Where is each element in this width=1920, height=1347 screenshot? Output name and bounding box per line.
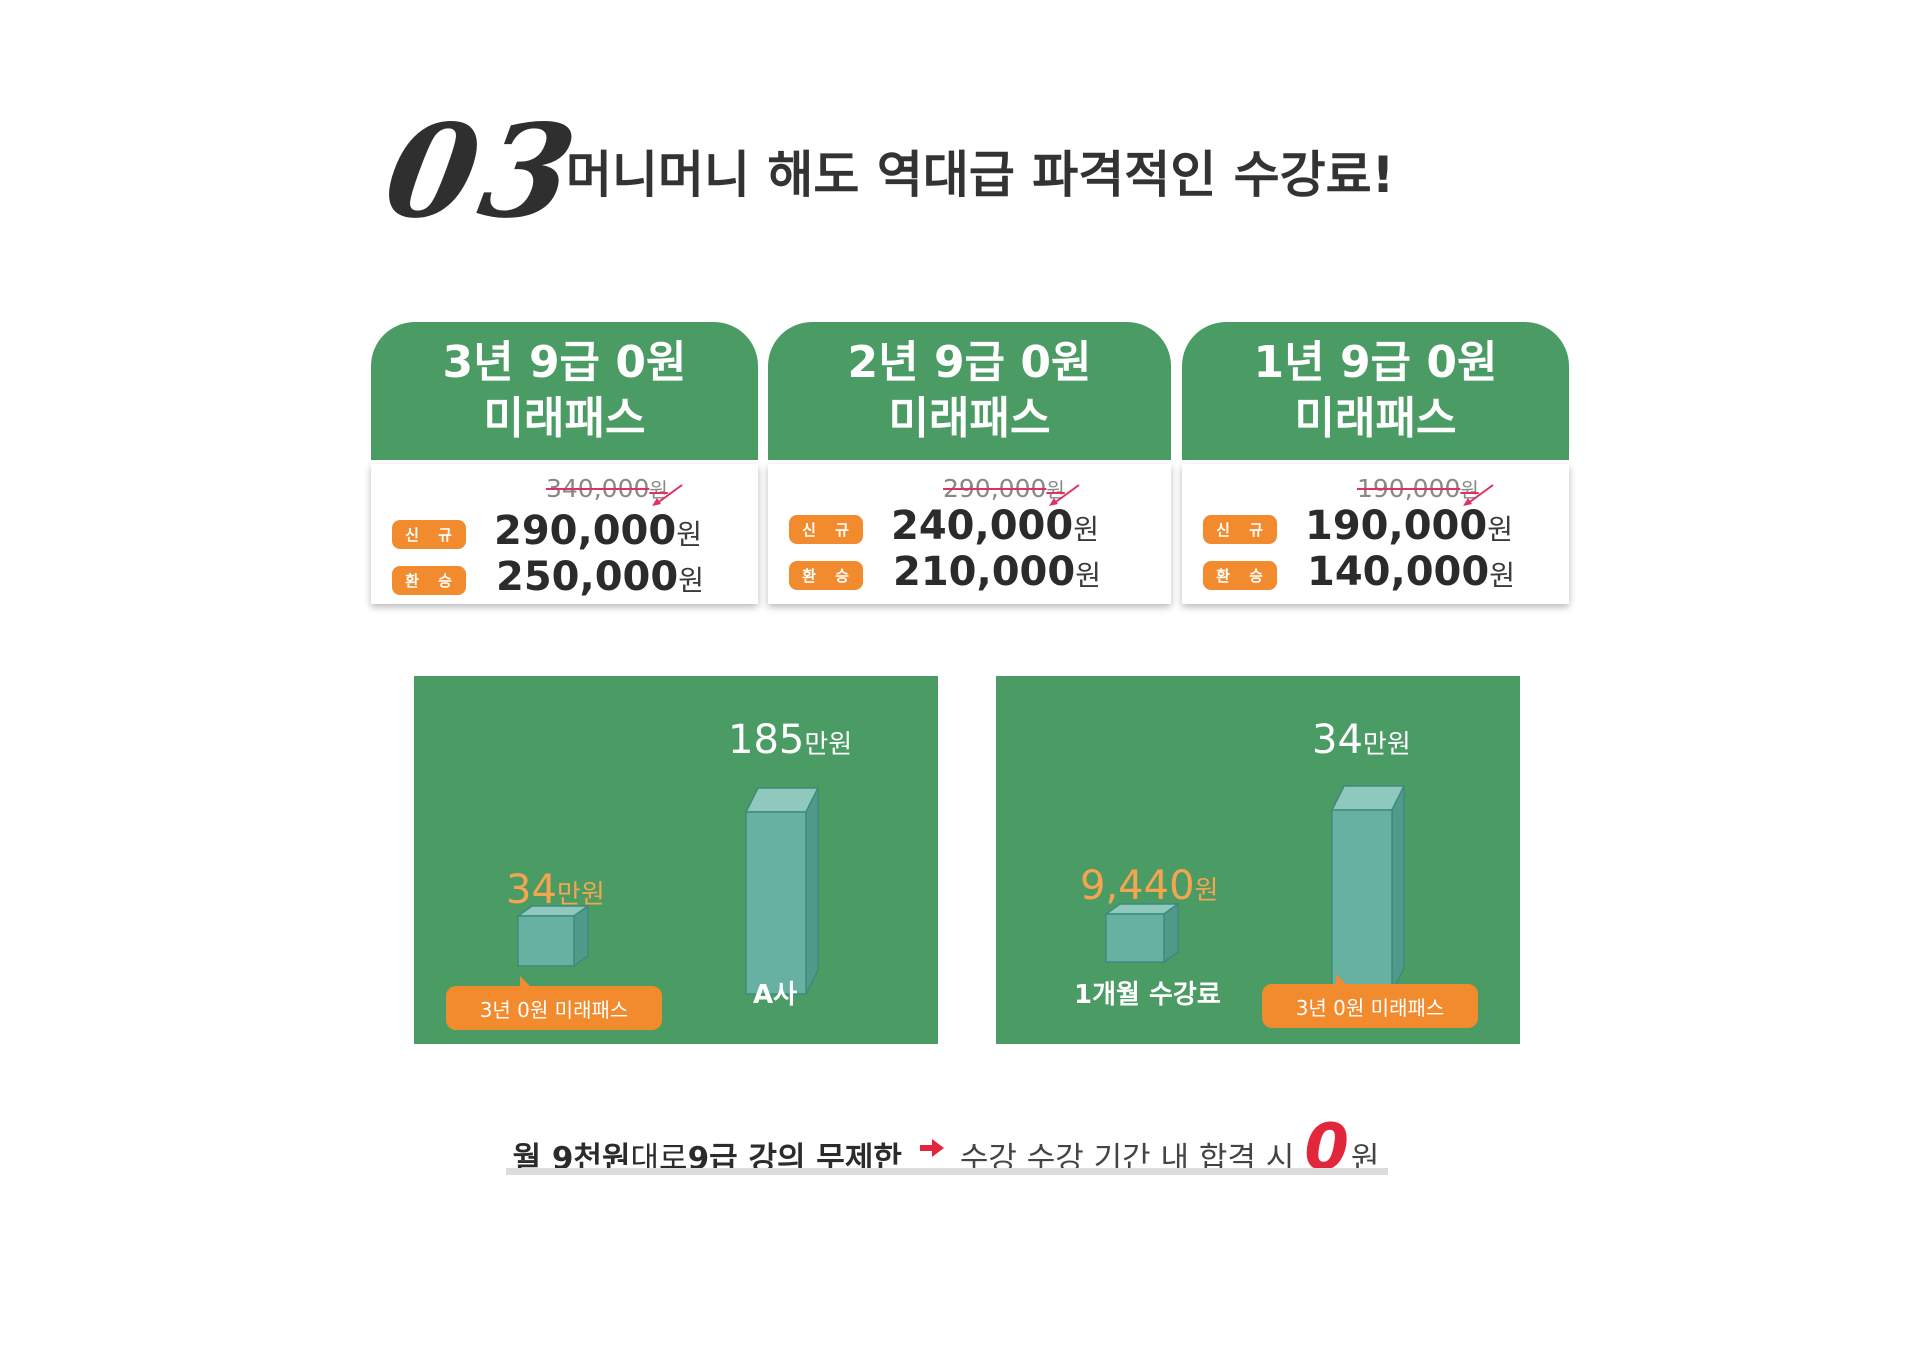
new-price: 290,000원 [494, 511, 702, 551]
original-price-currency: 원 [649, 478, 668, 502]
arrow-right-icon [919, 1139, 944, 1157]
new-price-value: 190,000 [1305, 503, 1488, 549]
transfer-price-currency: 원 [678, 564, 704, 597]
transfer-badge: 환 승 [1203, 561, 1277, 590]
new-price-currency: 원 [1073, 513, 1099, 546]
small-bar-value: 34만원 [506, 870, 605, 910]
small-bar-value: 9,440원 [1080, 866, 1218, 906]
new-price: 240,000원 [891, 506, 1099, 546]
card-title-line1: 2년 9급 0원 [847, 337, 1092, 388]
card-header: 2년 9급 0원 미래패스 [768, 322, 1171, 460]
card-body: 290,000원 신 규 240,000원 환 승 210,000원 [768, 464, 1171, 604]
new-badge: 신 규 [392, 520, 466, 549]
original-price-value: 340,000 [546, 474, 650, 503]
transfer-price-value: 210,000 [893, 549, 1076, 595]
comparison-panel-a-company: 185만원 34만원 3년 0원 미래패스 A사 [414, 676, 938, 1044]
large-bar-value: 34만원 [1312, 720, 1411, 760]
pink-arrow-icon [1463, 484, 1494, 506]
transfer-price-currency: 원 [1489, 559, 1515, 592]
small-bar-caption: 3년 0원 미래패스 [446, 986, 662, 1030]
original-price-value: 190,000 [1357, 474, 1461, 503]
large-bar-caption: A사 [753, 980, 798, 1010]
original-price-currency: 원 [1460, 478, 1479, 502]
large-bar [744, 787, 820, 995]
transfer-price-value: 250,000 [496, 554, 679, 600]
small-value-unit: 원 [1194, 876, 1219, 906]
original-price: 340,000원 [546, 474, 668, 503]
original-price: 190,000원 [1357, 474, 1479, 503]
price-card-2year: 2년 9급 0원 미래패스 290,000원 신 규 240,000원 환 승 … [768, 322, 1171, 604]
card-title-line2: 미래패스 [483, 393, 646, 444]
original-price-currency: 원 [1046, 478, 1065, 502]
large-value-unit: 만원 [804, 730, 853, 760]
new-price-currency: 원 [676, 518, 702, 551]
card-body: 340,000원 신 규 290,000원 환 승 250,000원 [371, 464, 758, 604]
small-bar [515, 904, 591, 968]
small-value-number: 34 [506, 867, 557, 913]
transfer-badge: 환 승 [392, 566, 466, 595]
new-price-currency: 원 [1487, 513, 1513, 546]
new-badge: 신 규 [789, 515, 863, 544]
comparison-bars [1103, 785, 1406, 993]
footer-tagline: 월 9천원 대로 9급 강의 무제한 수강 수강 기간 내 합격 시 0 원 [476, 1116, 1416, 1180]
original-price-value: 290,000 [943, 474, 1047, 503]
pink-arrow-icon [1049, 484, 1080, 506]
card-title-line1: 3년 9급 0원 [442, 337, 687, 388]
new-price-value: 290,000 [494, 508, 677, 554]
large-bar [1330, 785, 1406, 993]
comparison-panel-monthly: 34만원 9,440원 1개월 수강료 3년 0원 미래패스 [996, 676, 1520, 1044]
card-header: 1년 9급 0원 미래패스 [1182, 322, 1569, 460]
new-price-value: 240,000 [891, 503, 1074, 549]
large-bar-caption: 3년 0원 미래패스 [1262, 984, 1478, 1028]
price-card-3year: 3년 9급 0원 미래패스 340,000원 신 규 290,000원 환 승 … [371, 322, 758, 604]
transfer-price: 250,000원 [496, 557, 704, 597]
small-value-number: 9,440 [1080, 863, 1195, 909]
original-price: 290,000원 [943, 474, 1065, 503]
footer-underline [506, 1168, 1388, 1175]
comparison-bars [515, 787, 820, 995]
transfer-price-currency: 원 [1075, 559, 1101, 592]
card-header: 3년 9급 0원 미래패스 [371, 322, 758, 460]
new-badge: 신 규 [1203, 515, 1277, 544]
transfer-price: 210,000원 [893, 552, 1101, 592]
price-card-1year: 1년 9급 0원 미래패스 190,000원 신 규 190,000원 환 승 … [1182, 322, 1569, 604]
transfer-price-value: 140,000 [1307, 549, 1490, 595]
card-body: 190,000원 신 규 190,000원 환 승 140,000원 [1182, 464, 1569, 604]
small-value-unit: 만원 [556, 880, 605, 910]
small-bar [1103, 902, 1181, 964]
card-title-line1: 1년 9급 0원 [1253, 337, 1498, 388]
transfer-price: 140,000원 [1307, 552, 1515, 592]
card-title-line2: 미래패스 [1294, 393, 1457, 444]
large-value-unit: 만원 [1362, 730, 1411, 760]
transfer-badge: 환 승 [789, 561, 863, 590]
section-title: 머니머니 해도 역대급 파격적인 수강료! [566, 146, 1395, 204]
small-bar-caption: 1개월 수강료 [1074, 980, 1221, 1010]
large-bar-value: 185만원 [728, 720, 852, 760]
card-title-line2: 미래패스 [888, 393, 1051, 444]
new-price: 190,000원 [1305, 506, 1513, 546]
section-number: 03 [374, 97, 592, 247]
pink-arrow-icon [652, 484, 683, 506]
large-value-number: 185 [728, 717, 805, 763]
large-value-number: 34 [1312, 717, 1363, 763]
